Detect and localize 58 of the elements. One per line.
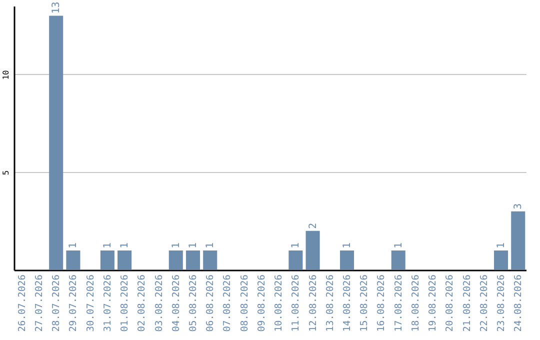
data-label: 1 xyxy=(342,242,354,248)
data-label: 13 xyxy=(51,2,62,14)
bar xyxy=(494,250,508,270)
x-tick-label: 06.08.2026 xyxy=(205,274,216,332)
data-label: 1 xyxy=(170,242,182,248)
x-tick-label: 18.08.2026 xyxy=(410,274,422,332)
x-tick-label: 23.08.2026 xyxy=(496,274,508,332)
x-tick-label: 08.08.2026 xyxy=(239,274,250,332)
data-label: 3 xyxy=(513,203,524,210)
x-tick-label: 28.07.2026 xyxy=(51,274,62,332)
x-tick-label: 07.08.2026 xyxy=(222,274,234,332)
x-tick-label: 09.08.2026 xyxy=(256,274,268,332)
y-tick-label: 10 xyxy=(2,70,10,80)
bar xyxy=(49,16,64,270)
x-tick-label: 13.08.2026 xyxy=(324,274,336,332)
x-tick-label: 27.07.2026 xyxy=(34,274,45,332)
x-tick-label: 11.08.2026 xyxy=(290,274,302,332)
data-label: 1 xyxy=(68,242,80,248)
bar xyxy=(66,250,80,270)
bar xyxy=(511,211,526,270)
bar xyxy=(306,230,320,270)
data-label: 1 xyxy=(290,242,302,248)
x-tick-label: 26.07.2026 xyxy=(16,274,28,332)
x-tick-label: 29.07.2026 xyxy=(68,274,80,332)
x-tick-label: 17.08.2026 xyxy=(393,274,404,332)
x-tick-label: 03.08.2026 xyxy=(154,274,165,332)
x-tick-label: 21.08.2026 xyxy=(462,274,473,332)
bar xyxy=(288,250,303,270)
data-label: 1 xyxy=(205,242,216,248)
x-tick-label: 24.08.2026 xyxy=(513,274,524,332)
x-tick-label: 30.07.2026 xyxy=(85,274,96,332)
x-tick-label: 19.08.2026 xyxy=(428,274,439,332)
data-label: 1 xyxy=(496,242,508,248)
data-label: 1 xyxy=(102,242,114,248)
x-tick-label: 22.08.2026 xyxy=(478,274,490,332)
x-tick-label: 02.08.2026 xyxy=(136,274,148,332)
x-tick-label: 05.08.2026 xyxy=(188,274,199,332)
bar xyxy=(100,250,114,270)
data-label: 1 xyxy=(393,242,404,248)
x-tick-label: 12.08.2026 xyxy=(308,274,319,332)
data-label: 1 xyxy=(188,242,199,248)
bar xyxy=(168,250,183,270)
x-tick-label: 10.08.2026 xyxy=(274,274,285,332)
bar xyxy=(391,250,406,270)
x-tick-label: 14.08.2026 xyxy=(342,274,354,332)
x-tick-label: 16.08.2026 xyxy=(376,274,388,332)
data-label: 2 xyxy=(308,222,319,229)
data-label: 1 xyxy=(120,242,131,248)
y-tick-label: 5 xyxy=(2,170,10,176)
bar xyxy=(118,250,132,270)
x-tick-label: 20.08.2026 xyxy=(444,274,456,332)
x-tick-label: 04.08.2026 xyxy=(170,274,182,332)
x-tick-label: 15.08.2026 xyxy=(359,274,370,332)
bar xyxy=(186,250,200,270)
x-tick-label: 01.08.2026 xyxy=(120,274,131,332)
bar xyxy=(203,250,218,270)
x-tick-label: 31.07.2026 xyxy=(102,274,114,332)
bar xyxy=(340,250,354,270)
